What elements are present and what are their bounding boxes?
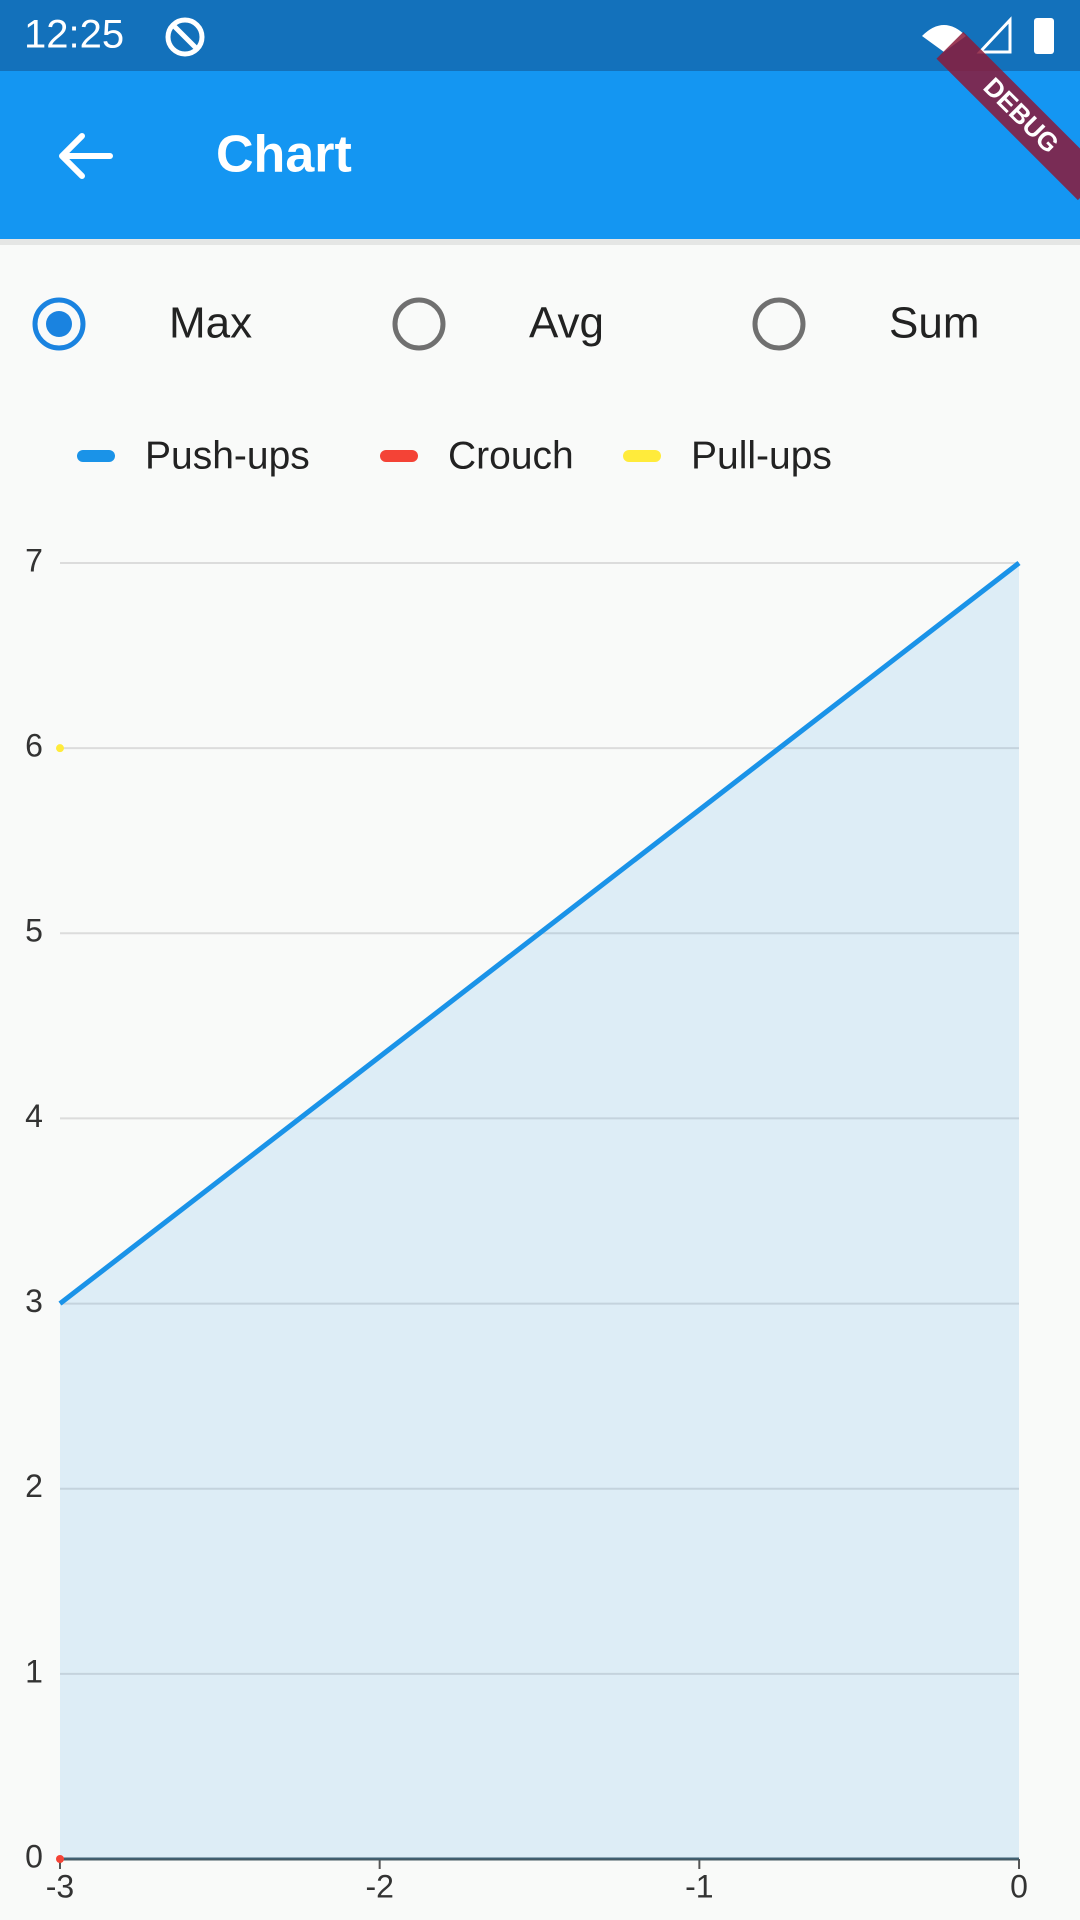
legend-label: Crouch [448, 434, 574, 477]
signal-icon [976, 16, 1012, 54]
battery-icon [1034, 18, 1054, 54]
radio-button[interactable] [752, 297, 806, 351]
app-bar-shadow [0, 239, 1080, 245]
y-tick-label: 0 [25, 1838, 43, 1874]
app-bar [0, 71, 1080, 239]
app-title: Chart [216, 126, 352, 184]
legend-label: Pull-ups [691, 434, 832, 477]
line [58, 561, 1021, 1306]
radio-button[interactable] [392, 297, 446, 351]
plot: 0 1 2 3 4 5 6 7 -3 -2 -1 0 [25, 542, 1028, 1904]
radio-label[interactable]: Max [169, 299, 252, 348]
radio-button[interactable] [32, 297, 86, 351]
x-tick-label: -1 [685, 1868, 713, 1904]
y-tick-label: 3 [25, 1283, 43, 1319]
radio-group: Max Avg Sum [32, 297, 979, 351]
y-tick-label: 7 [25, 542, 43, 578]
point [56, 1855, 64, 1863]
wifi-icon [922, 25, 966, 52]
legend: Push-ups Crouch Pull-ups [77, 434, 832, 477]
point [56, 744, 64, 753]
status-time: 12:25 [24, 13, 124, 57]
x-tick-label: 0 [1010, 1868, 1028, 1904]
radio-dot [46, 311, 72, 337]
y-tick-label: 5 [25, 913, 43, 949]
y-tick-label: 1 [25, 1653, 43, 1689]
status-app-icon [165, 17, 205, 57]
back-button[interactable] [59, 133, 113, 179]
legend-label: Push-ups [145, 434, 310, 477]
radio-label[interactable]: Avg [529, 299, 604, 348]
x-tick-label: -3 [46, 1868, 74, 1904]
radio-label[interactable]: Sum [889, 299, 979, 348]
x-tick-label: -2 [365, 1868, 393, 1904]
area [60, 563, 1019, 1859]
y-tick-label: 2 [25, 1468, 43, 1504]
y-tick-label: 4 [25, 1098, 43, 1134]
y-tick-label: 6 [25, 728, 43, 764]
status-bar [0, 0, 1080, 71]
